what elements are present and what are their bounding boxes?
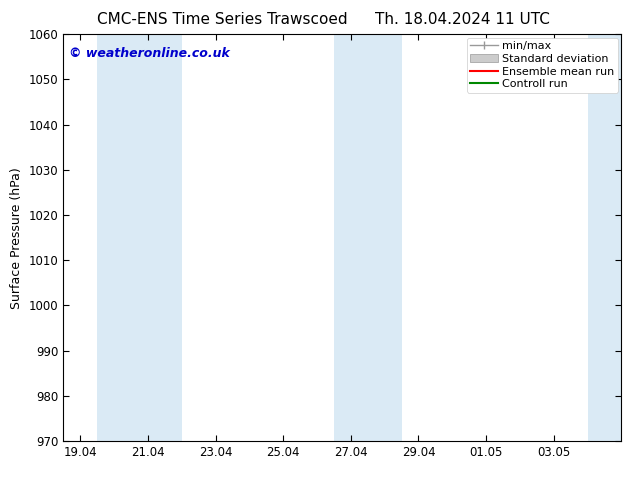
Bar (334, 34, 401, 441)
Bar (588, 34, 621, 441)
Text: Th. 18.04.2024 11 UTC: Th. 18.04.2024 11 UTC (375, 12, 550, 27)
Text: © weatheronline.co.uk: © weatheronline.co.uk (69, 47, 230, 59)
Bar (131, 34, 182, 441)
Bar (97, 34, 165, 441)
Text: CMC-ENS Time Series Trawscoed: CMC-ENS Time Series Trawscoed (96, 12, 347, 27)
Y-axis label: Surface Pressure (hPa): Surface Pressure (hPa) (10, 167, 23, 309)
Legend: min/max, Standard deviation, Ensemble mean run, Controll run: min/max, Standard deviation, Ensemble me… (467, 38, 618, 93)
